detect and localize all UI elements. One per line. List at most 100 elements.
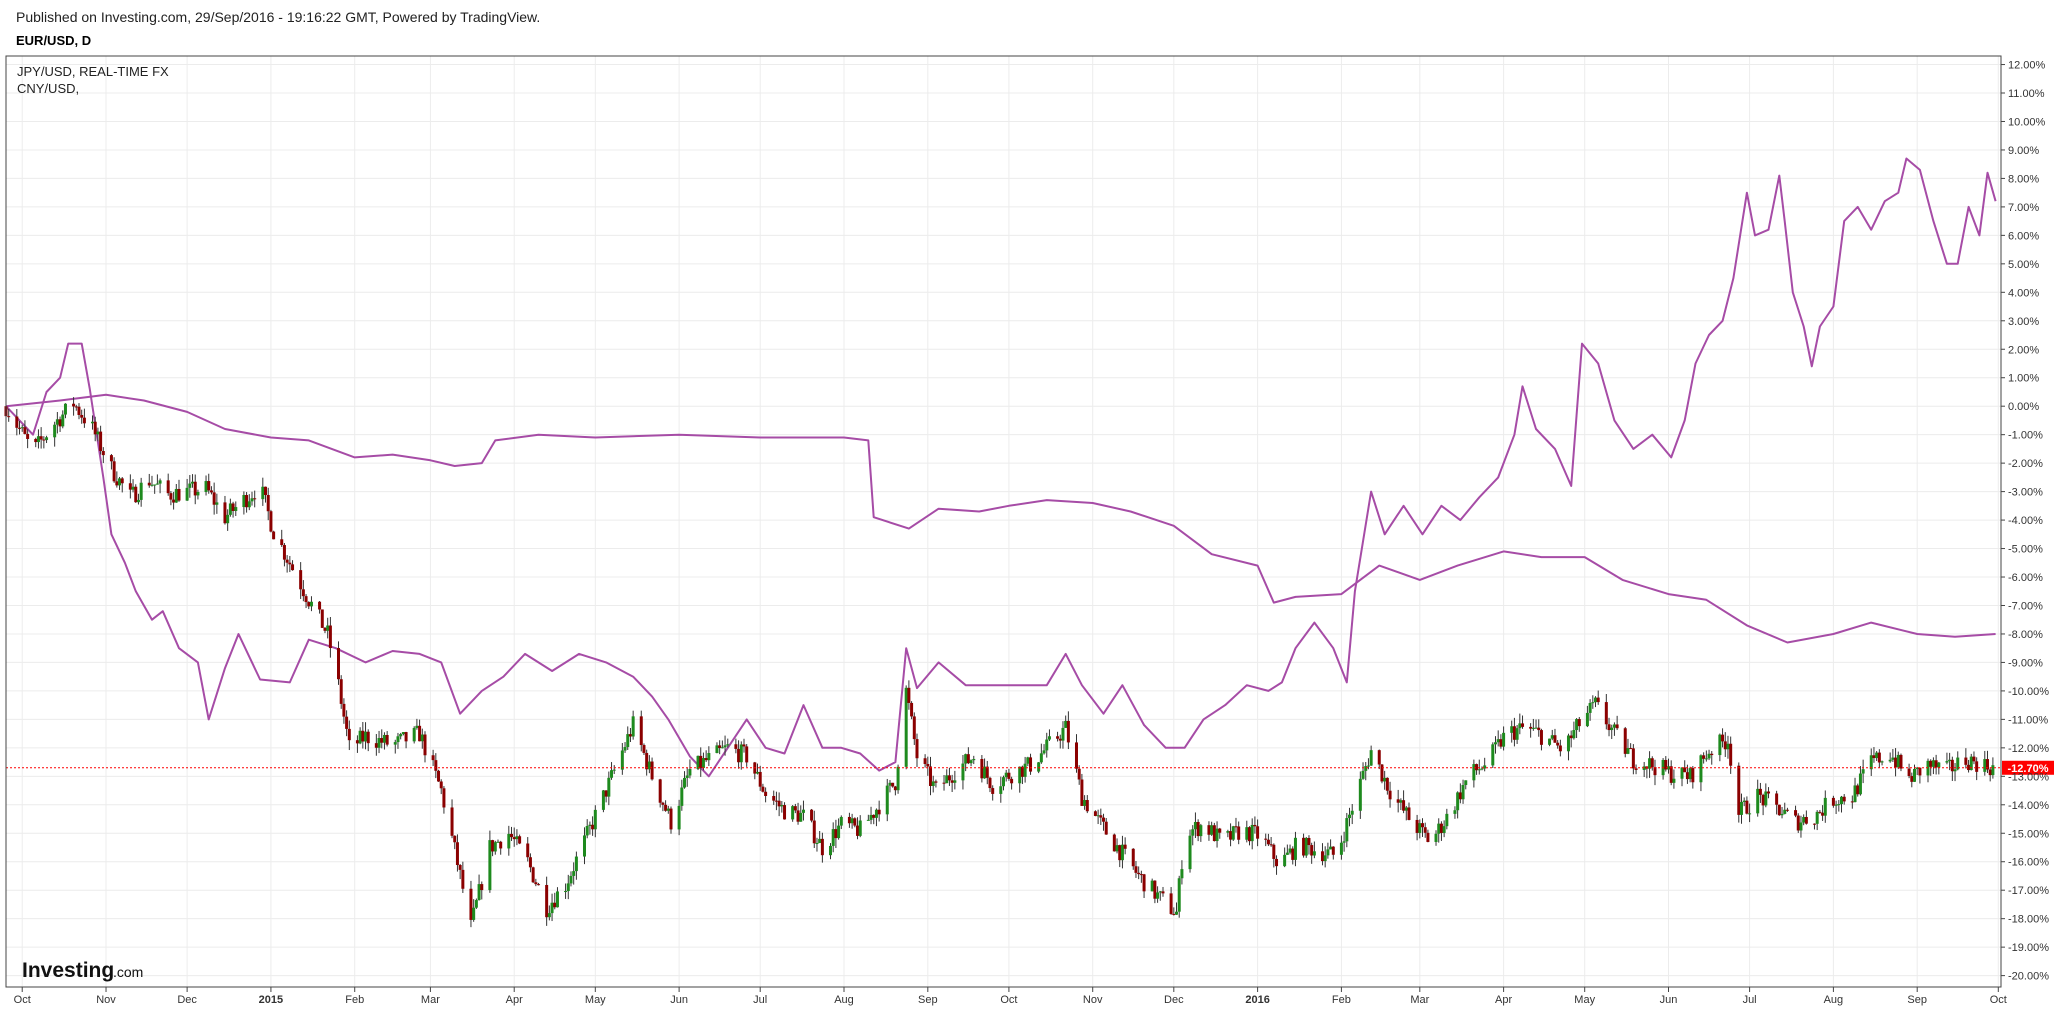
candle bbox=[266, 487, 270, 521]
candle-body bbox=[318, 601, 322, 610]
candle-body bbox=[223, 502, 227, 524]
candle bbox=[1631, 744, 1635, 775]
candle-body bbox=[1142, 874, 1146, 892]
candle-body bbox=[288, 562, 292, 565]
candle bbox=[355, 735, 359, 753]
candle-body bbox=[458, 865, 462, 870]
candle bbox=[1134, 861, 1138, 878]
candle bbox=[1912, 764, 1916, 782]
candle bbox=[1683, 760, 1687, 773]
candle bbox=[650, 757, 654, 781]
candle-body bbox=[810, 809, 814, 821]
candle bbox=[1231, 825, 1235, 841]
candle-body bbox=[374, 743, 378, 748]
candle-body bbox=[53, 424, 57, 438]
candle bbox=[153, 484, 157, 494]
candle-body bbox=[1093, 811, 1097, 816]
y-axis[interactable]: 12.00% 11.00% 10.00% 9.00% 8.00% 7.00% 6.00% 5.… bbox=[2001, 60, 2049, 983]
candle bbox=[1421, 818, 1425, 837]
candle-body bbox=[1529, 726, 1533, 729]
candle bbox=[337, 641, 340, 685]
candle-body bbox=[650, 761, 654, 780]
candle-body bbox=[1912, 768, 1916, 782]
candle-body bbox=[1802, 816, 1806, 823]
candle bbox=[1193, 812, 1197, 838]
candle bbox=[1120, 835, 1124, 869]
candle-body bbox=[1161, 891, 1165, 894]
candle bbox=[1594, 696, 1598, 708]
candle-body bbox=[1007, 772, 1011, 779]
candle bbox=[1880, 760, 1884, 766]
candle-body bbox=[1869, 755, 1873, 770]
candle-body bbox=[1785, 809, 1789, 811]
grid-lines bbox=[6, 56, 2001, 987]
candle bbox=[1112, 833, 1116, 852]
candle bbox=[1575, 718, 1579, 738]
candle-body bbox=[1894, 757, 1898, 768]
candle bbox=[101, 447, 105, 464]
candle bbox=[991, 785, 995, 801]
candle-body bbox=[1929, 760, 1933, 767]
logo-wordmark: Investing bbox=[22, 959, 114, 982]
candle bbox=[1642, 761, 1646, 778]
candle-body bbox=[420, 734, 424, 742]
candle-body bbox=[1764, 791, 1768, 806]
candle bbox=[134, 484, 138, 503]
candle-body bbox=[1196, 821, 1200, 837]
candle bbox=[20, 424, 24, 432]
candle bbox=[1629, 743, 1633, 750]
candle-body bbox=[1445, 813, 1449, 827]
y-tick-label: -3.00% bbox=[2008, 487, 2043, 499]
candle bbox=[796, 802, 800, 825]
candle bbox=[980, 755, 984, 783]
candle bbox=[601, 789, 605, 813]
candle bbox=[1521, 715, 1525, 729]
candle bbox=[1950, 756, 1954, 781]
candle bbox=[1402, 790, 1406, 814]
candle-body bbox=[1293, 837, 1297, 860]
candle bbox=[420, 728, 424, 749]
candle-body bbox=[474, 900, 478, 908]
candle bbox=[739, 741, 743, 770]
candle-body bbox=[828, 845, 832, 856]
candle-body bbox=[1366, 765, 1370, 767]
candle-body bbox=[547, 913, 551, 918]
candle-body bbox=[1899, 754, 1903, 769]
candle-body bbox=[1626, 748, 1630, 754]
candle-body bbox=[96, 431, 100, 435]
candle bbox=[1623, 726, 1627, 758]
candle-body bbox=[455, 842, 459, 866]
candle-body bbox=[169, 493, 173, 500]
candle bbox=[1342, 831, 1346, 852]
candle-body bbox=[1137, 872, 1141, 875]
candle-body bbox=[915, 739, 919, 759]
candle bbox=[1272, 843, 1276, 868]
candle-body bbox=[396, 736, 400, 743]
candle-body bbox=[1323, 855, 1327, 862]
candle-body bbox=[1404, 807, 1408, 811]
candle-body bbox=[1850, 801, 1854, 803]
candle-body bbox=[1199, 825, 1203, 837]
candle bbox=[269, 509, 273, 533]
candle bbox=[1553, 728, 1557, 743]
candle-body bbox=[1745, 800, 1749, 814]
candle bbox=[1499, 734, 1503, 749]
candle bbox=[885, 778, 889, 822]
x-axis[interactable]: Oct Nov Dec 2015 Feb Mar Apr May Jun Jul Aug Sep Oct… bbox=[14, 987, 2007, 1006]
candle-body bbox=[1139, 874, 1143, 876]
candle-body bbox=[642, 745, 646, 753]
candle-body bbox=[1131, 848, 1135, 867]
candle bbox=[961, 754, 965, 790]
candle-body bbox=[623, 747, 627, 751]
candle-body bbox=[1269, 844, 1273, 846]
candle bbox=[415, 718, 419, 730]
candle-body bbox=[510, 833, 514, 838]
candle-body bbox=[1477, 769, 1481, 771]
candle-body bbox=[853, 818, 857, 826]
candle bbox=[1345, 812, 1349, 848]
candle-body bbox=[1099, 815, 1103, 818]
candle-body bbox=[1988, 769, 1992, 776]
candle bbox=[512, 827, 516, 847]
candle-body bbox=[815, 842, 819, 844]
